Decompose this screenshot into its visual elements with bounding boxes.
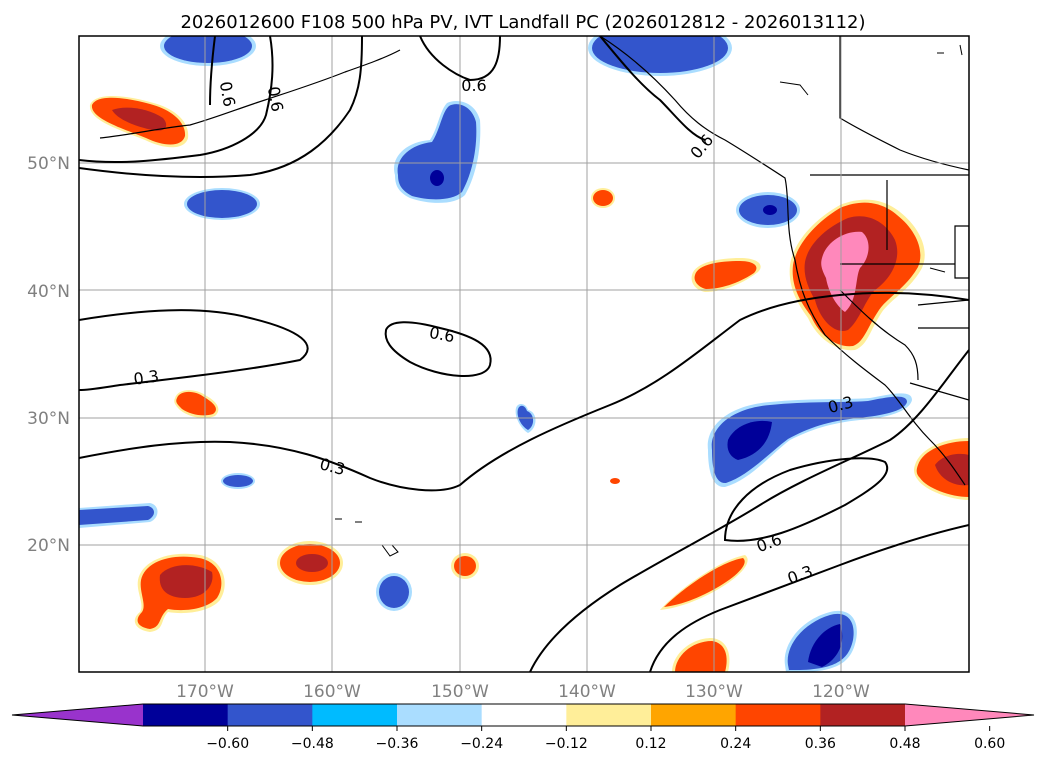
colorbar-tick-label: 0.12 — [635, 736, 666, 752]
negative-anomaly-near-hawaii — [376, 573, 412, 611]
figure-title: 2026012600 F108 500 hPa PV, IVT Landfall… — [180, 12, 865, 33]
positive-anomaly-west-pacific — [174, 390, 219, 418]
positive-anomaly-streak — [660, 555, 748, 610]
positive-anomaly-southwest-large — [134, 553, 225, 632]
colorbar-segment — [735, 704, 821, 726]
colorbar-tick-label: 0.60 — [974, 736, 1005, 752]
colorbar-tick-label: −0.36 — [376, 736, 419, 752]
negative-anomaly-mid-left — [184, 188, 260, 220]
contour-label: 0.6 — [216, 80, 239, 108]
negative-anomaly-far-west — [79, 503, 158, 528]
positive-anomaly-top-left — [89, 96, 189, 148]
positive-anomaly-small-south — [451, 553, 479, 579]
negative-anomaly-top-left — [160, 36, 256, 66]
colorbar-tick-label: −0.48 — [291, 736, 334, 752]
positive-anomaly-california — [789, 199, 925, 351]
coastlines — [99, 36, 969, 486]
colorbar-segments — [11, 703, 1035, 727]
colorbar-segment — [143, 704, 229, 726]
contour-label: 0.3 — [132, 366, 160, 388]
lon-label: 140°W — [558, 682, 616, 702]
shaded-features — [79, 36, 969, 672]
latitude-labels: 50°N 40°N 30°N 20°N — [27, 154, 70, 556]
lon-label: 120°W — [812, 682, 870, 702]
colorbar: −0.60 −0.48 −0.36 −0.24 −0.12 0.12 0.24 0.36 0.4… — [11, 703, 1035, 752]
colorbar-tick-label: 0.36 — [805, 736, 836, 752]
colorbar-tick-label: 0.24 — [720, 736, 751, 752]
colorbar-segment — [312, 704, 398, 726]
longitude-labels: 170°W 160°W 150°W 140°W 130°W 120°W — [176, 682, 870, 702]
negative-anomaly-north-pacific — [394, 101, 481, 203]
lon-label: 130°W — [685, 682, 743, 702]
positive-anomaly-tiny — [610, 478, 620, 484]
colorbar-segment — [566, 704, 652, 726]
lat-label: 30°N — [27, 409, 70, 429]
colorbar-segment — [481, 704, 567, 726]
map-background — [79, 36, 969, 672]
map-frame — [78, 35, 970, 673]
contour-label: 0.6 — [461, 76, 486, 95]
map-panel: 0.6 0.6 0.6 0.6 0.6 0.3 0.3 0.3 0.6 0.3 — [78, 35, 970, 673]
lat-label: 50°N — [27, 154, 70, 174]
negative-anomaly-south — [784, 610, 857, 672]
contour-label: 0.6 — [264, 85, 287, 113]
lon-label: 150°W — [431, 682, 489, 702]
graticule — [79, 36, 969, 672]
lon-label: 170°W — [176, 682, 234, 702]
colorbar-extend-min — [12, 704, 143, 726]
positive-anomaly-baja — [914, 438, 969, 500]
contour-label: 0.6 — [428, 323, 456, 346]
pv-contours — [79, 36, 969, 672]
lat-label: 20°N — [27, 536, 70, 556]
colorbar-tick-label: −0.12 — [545, 736, 588, 752]
colorbar-segment — [651, 704, 737, 726]
negative-anomaly-gulf — [588, 36, 732, 76]
colorbar-tick-label: −0.24 — [460, 736, 503, 752]
lon-label: 160°W — [303, 682, 361, 702]
positive-anomaly-offshore — [691, 258, 761, 292]
negative-anomaly-small-west — [221, 473, 255, 489]
negative-anomaly-offshore-bc — [736, 192, 800, 228]
positive-anomaly-central-south — [277, 541, 343, 585]
colorbar-segment — [227, 704, 313, 726]
colorbar-tick-label: −0.60 — [206, 736, 249, 752]
colorbar-ticks: −0.60 −0.48 −0.36 −0.24 −0.12 0.12 0.24 0.36 0.4… — [206, 726, 1005, 752]
colorbar-segment — [820, 704, 906, 726]
lat-label: 40°N — [27, 282, 70, 302]
positive-anomaly-small-mid — [591, 188, 615, 208]
colorbar-segment — [397, 704, 483, 726]
colorbar-tick-label: 0.48 — [889, 736, 920, 752]
colorbar-outline — [11, 703, 1035, 727]
colorbar-extend-max — [905, 704, 1034, 726]
